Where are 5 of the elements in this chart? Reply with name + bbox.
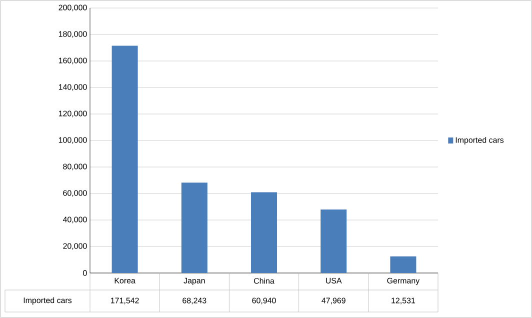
bar xyxy=(320,209,347,273)
bar xyxy=(390,256,416,273)
bar xyxy=(112,46,138,273)
bar xyxy=(251,192,278,273)
bar xyxy=(181,182,208,273)
